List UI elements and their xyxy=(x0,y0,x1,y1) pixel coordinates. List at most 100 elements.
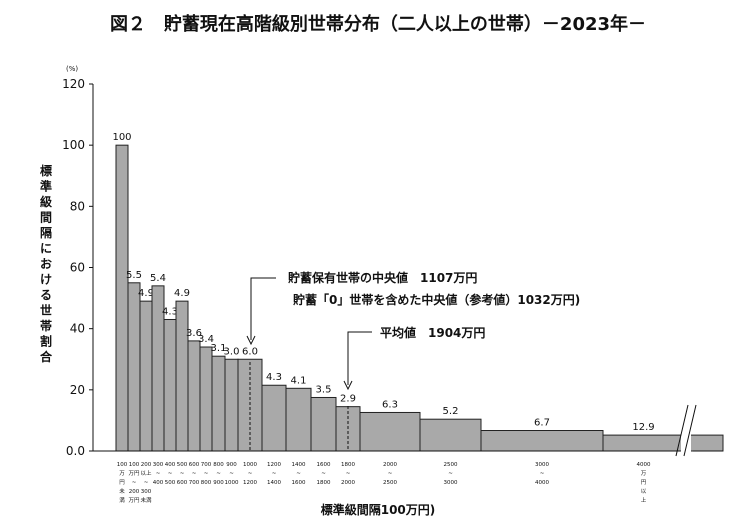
x-tick-label: 1800 xyxy=(317,480,331,486)
x-tick-label: 400 xyxy=(165,462,176,468)
x-tick-label: ~ xyxy=(296,471,301,477)
x-tick-label: 万 xyxy=(119,470,125,477)
bar xyxy=(310,396,337,452)
median-arrow-head xyxy=(246,335,256,346)
x-tick-label: 600 xyxy=(177,480,188,486)
bar-value-label: 4.3 xyxy=(162,306,178,317)
y-tick-label: 40 xyxy=(70,322,85,336)
x-tick-label: 1400 xyxy=(292,462,306,468)
x-tick-label: 500 xyxy=(177,462,188,468)
bar xyxy=(127,282,141,452)
x-tick-label: 400 xyxy=(153,480,164,486)
bar-value-label: 5.2 xyxy=(443,406,459,417)
y-tick-label: 120 xyxy=(62,77,85,91)
x-tick-label: 200 xyxy=(129,489,140,495)
x-tick-label: 2500 xyxy=(444,462,458,468)
bar-value-label: 2.9 xyxy=(340,394,356,405)
bar xyxy=(602,434,724,452)
y-axis-label-char: 間 xyxy=(40,211,52,225)
bar-value-label: 6.0 xyxy=(242,346,258,357)
mean-annotation: 平均値 1904万円 xyxy=(380,325,485,340)
y-axis-label-char: 帯 xyxy=(40,318,52,333)
bar xyxy=(480,430,604,452)
y-tick-label: 60 xyxy=(70,261,85,275)
bar-value-label: 4.3 xyxy=(266,372,282,383)
y-tick-label: 20 xyxy=(70,383,85,397)
x-tick-label: 1000 xyxy=(225,480,239,486)
x-tick-label: ~ xyxy=(192,471,197,477)
axis-break-mark xyxy=(683,404,697,457)
y-axis-label-char: 標 xyxy=(40,163,52,178)
x-tick-label: 円 xyxy=(641,479,647,486)
bar-value-label: 12.9 xyxy=(632,422,654,433)
x-tick-label: 万円 xyxy=(128,470,140,477)
x-tick-label: 万 xyxy=(641,470,647,477)
x-tick-label: 200 xyxy=(141,462,152,468)
bar xyxy=(419,418,482,452)
x-tick-label: 700 xyxy=(189,480,200,486)
bar xyxy=(175,300,189,452)
bar xyxy=(285,387,312,452)
median-arrow-line xyxy=(250,277,276,340)
y-axis-label-char: 世 xyxy=(40,303,52,318)
x-tick-label: 以 xyxy=(641,489,647,495)
x-tick-label: 800 xyxy=(213,462,224,468)
bar-value-label: 6.3 xyxy=(382,399,398,410)
x-tick-label: 2000 xyxy=(383,462,397,468)
bar-value-label: 3.6 xyxy=(186,328,202,339)
bar-value-label: 3.5 xyxy=(316,384,332,395)
x-tick-label: 1800 xyxy=(341,462,355,468)
x-tick-label: 満 xyxy=(119,497,125,504)
x-tick-label: ~ xyxy=(321,471,326,477)
x-tick-label: 700 xyxy=(201,462,212,468)
x-tick-label: ~ xyxy=(346,471,351,477)
x-tick-label: 800 xyxy=(201,480,212,486)
x-tick-label: 以上 xyxy=(140,469,152,477)
x-tick-label: 2500 xyxy=(383,480,397,486)
y-tick-label: 0.0 xyxy=(66,444,85,458)
mean-arrow-line xyxy=(347,331,372,385)
x-tick-label: 100 xyxy=(117,462,128,468)
y-axis: 0.0 20 40 60 80 100 120 xyxy=(62,77,94,458)
y-tick-label: 80 xyxy=(70,199,85,213)
x-tick-label: 2000 xyxy=(341,480,355,486)
x-tick-label: ~ xyxy=(168,471,173,477)
bar xyxy=(199,346,213,452)
x-axis: 100万円未満100万円~200万円200以上~300未満300~400400~… xyxy=(93,450,723,504)
bar-value-label: 4.9 xyxy=(174,288,190,299)
x-tick-label: 900 xyxy=(213,480,224,486)
bar-value-label: 4.1 xyxy=(291,375,307,386)
bar xyxy=(163,318,177,452)
x-tick-label: ~ xyxy=(144,480,149,486)
bar xyxy=(359,411,421,452)
axis-break-mark xyxy=(675,404,689,457)
x-tick-label: 500 xyxy=(165,480,176,486)
x-tick-label: ~ xyxy=(156,471,161,477)
x-tick-label: 3000 xyxy=(535,462,549,468)
bar xyxy=(261,384,287,452)
x-tick-label: 4000 xyxy=(535,480,549,486)
y-axis-label-char: る xyxy=(40,288,52,302)
chart-title: 図２ 貯蓄現在高階級別世帯分布（二人以上の世帯）－2023年－ xyxy=(110,13,646,35)
y-axis-label-char: に xyxy=(40,242,52,256)
x-axis-label: 標準級間隔100万円) xyxy=(321,502,436,517)
x-tick-label: 4000 xyxy=(637,462,651,468)
bar xyxy=(211,355,226,452)
x-tick-label: 300 xyxy=(141,489,152,495)
x-tick-label: 円 xyxy=(119,479,125,486)
bar-value-label: 100 xyxy=(112,132,131,143)
bar-value-label: 3.1 xyxy=(211,343,227,354)
bar xyxy=(139,300,153,452)
bar-value-label: 5.4 xyxy=(150,273,166,284)
annotations: 貯蓄保有世帯の中央値 1107万円 貯蓄「0」世帯を含めた中央値（参考値）103… xyxy=(246,270,580,391)
x-tick-label: 1400 xyxy=(267,480,281,486)
x-tick-label: 未満 xyxy=(140,496,152,504)
bar xyxy=(187,340,201,452)
median-annotation-line1: 貯蓄保有世帯の中央値 1107万円 xyxy=(288,270,477,285)
y-axis-label-char: 級 xyxy=(40,194,52,209)
x-tick-label: 3000 xyxy=(444,480,458,486)
bar-value-label: 6.7 xyxy=(534,418,550,429)
y-axis-label-char: け xyxy=(40,273,52,287)
